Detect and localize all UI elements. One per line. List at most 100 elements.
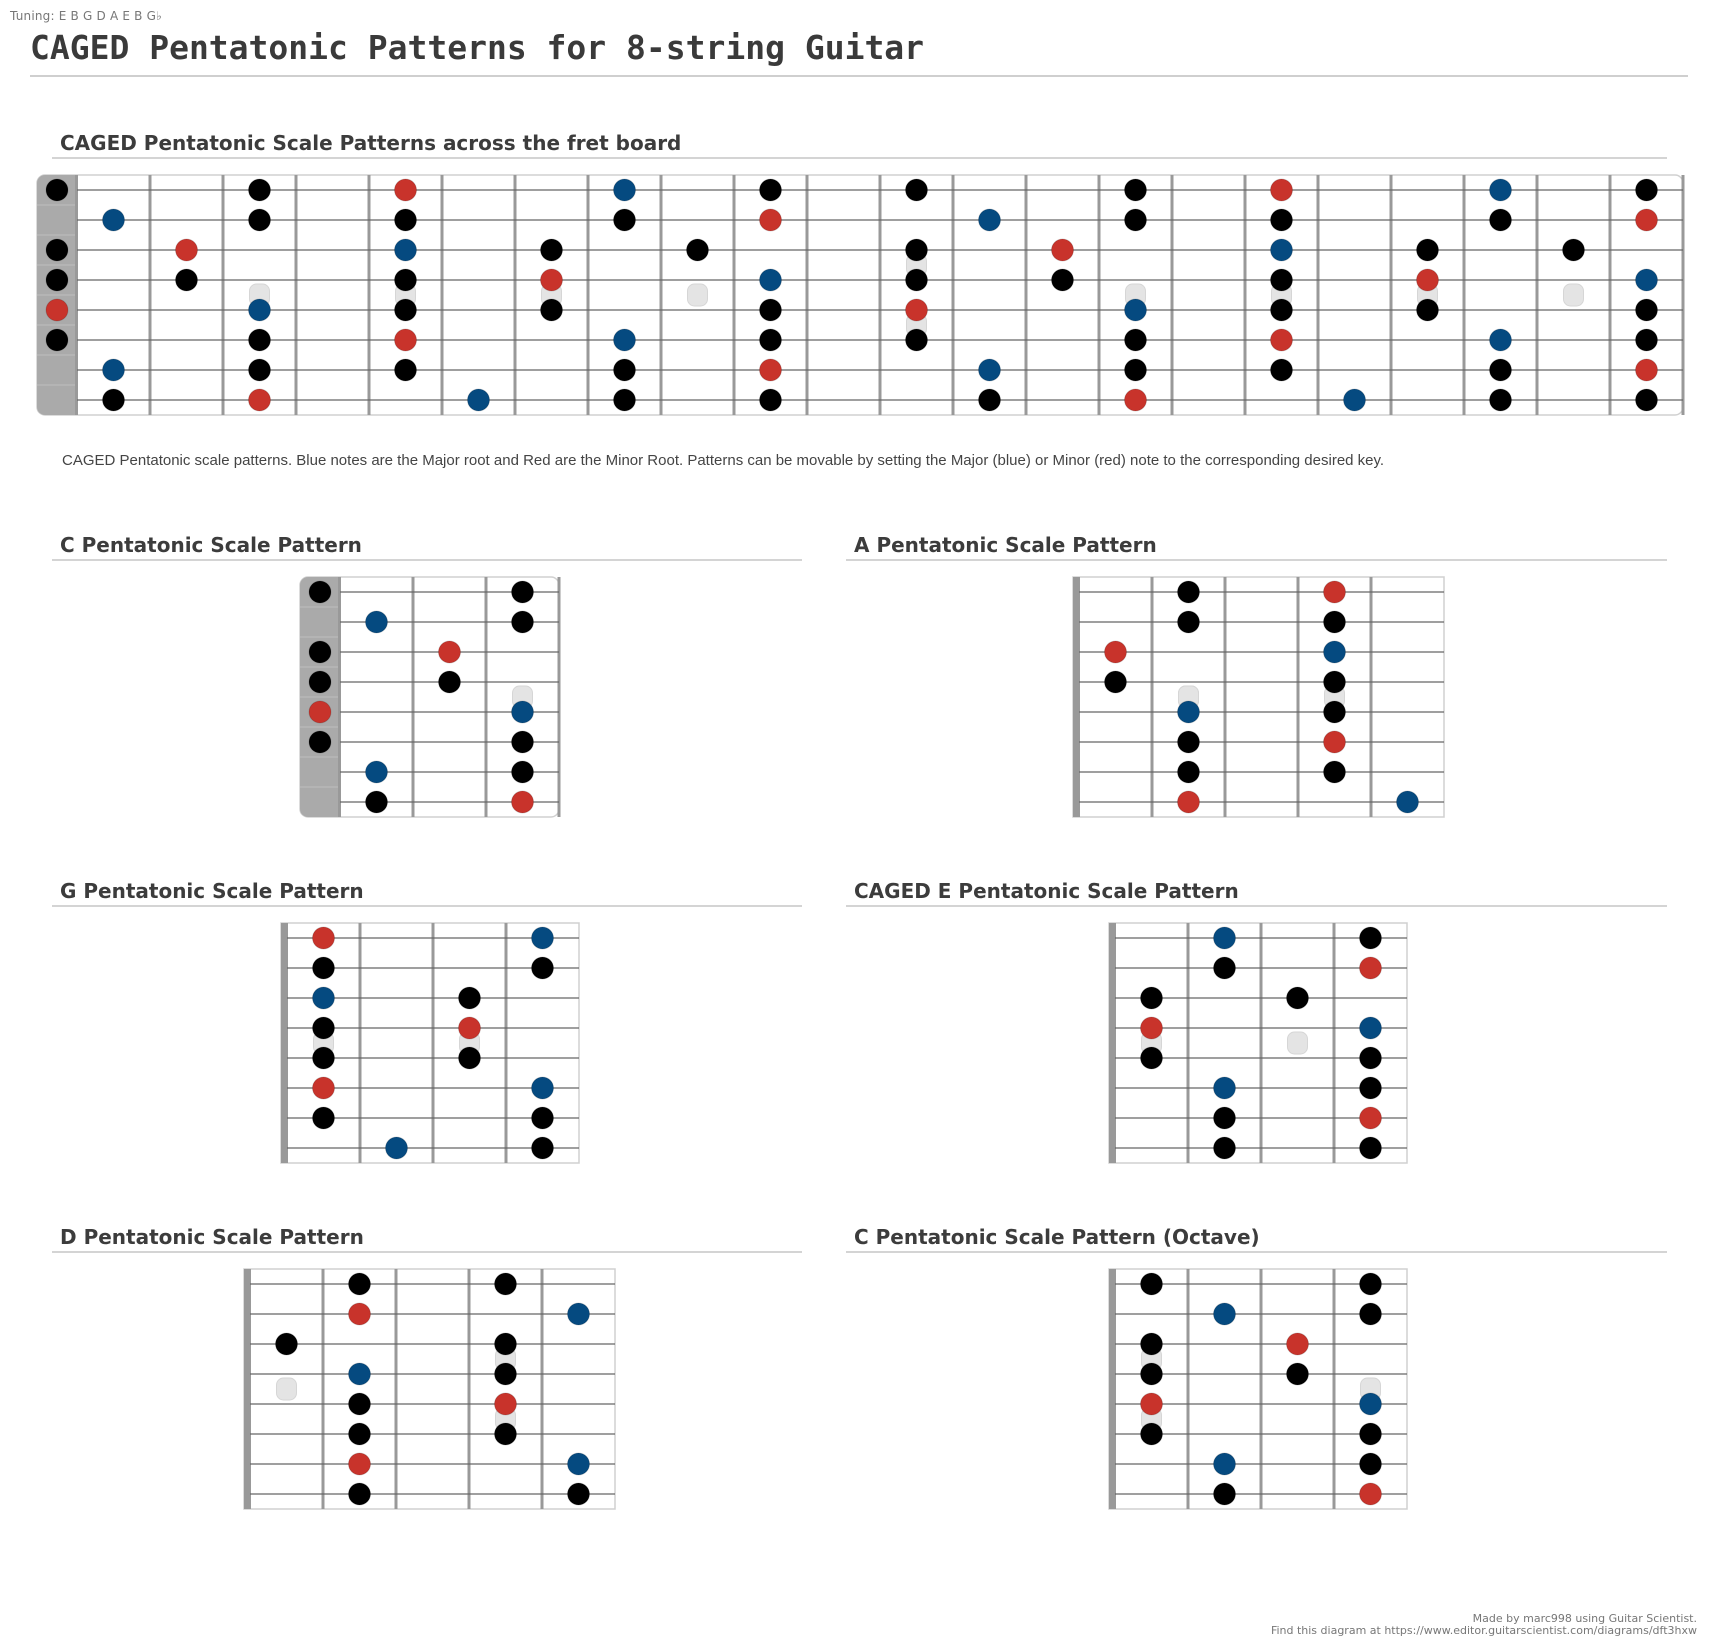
scale-note <box>248 328 271 352</box>
page-title: CAGED Pentatonic Patterns for 8-string G… <box>30 28 925 67</box>
fret-wire <box>1223 577 1227 817</box>
g-pattern-heading: G Pentatonic Scale Pattern <box>60 879 364 903</box>
scale-note <box>312 956 335 980</box>
fret-wire <box>586 175 590 415</box>
minor-root-note <box>312 926 335 950</box>
minor-root-note <box>458 1016 481 1040</box>
minor-root-note <box>438 640 461 664</box>
major-root-note <box>102 208 125 232</box>
scale-note <box>1489 208 1512 232</box>
scale-note <box>759 328 782 352</box>
scale-note <box>1359 926 1382 950</box>
fret-edge <box>1109 923 1113 1163</box>
minor-root-note <box>394 178 417 202</box>
fret-wire <box>221 175 225 415</box>
major-root-note <box>1213 926 1236 950</box>
fret-marker-inlay <box>687 283 708 307</box>
major-root-note <box>1213 1452 1236 1476</box>
fret-marker-inlay <box>276 1377 297 1401</box>
fret-wire <box>440 175 444 415</box>
scale-note <box>438 670 461 694</box>
major-root-note <box>1270 238 1293 262</box>
fret-wire <box>659 175 663 415</box>
fret-wire <box>1259 923 1263 1163</box>
fret-wire <box>1296 577 1300 817</box>
fret-wire <box>557 577 561 817</box>
scale-note <box>1489 358 1512 382</box>
fret-wire <box>878 175 882 415</box>
scale-note <box>1177 760 1200 784</box>
scale-note <box>175 268 198 292</box>
minor-root-note <box>1635 358 1658 382</box>
scale-note <box>1140 1272 1163 1296</box>
fret-wire <box>1535 175 1539 415</box>
scale-note <box>1416 238 1439 262</box>
fret-wire <box>394 1269 398 1509</box>
minor-root-note <box>248 388 271 412</box>
scale-note <box>275 1332 298 1356</box>
scale-note <box>45 328 69 352</box>
fret-wire <box>431 923 435 1163</box>
scale-note <box>613 388 636 412</box>
minor-root-note <box>1359 1106 1382 1130</box>
minor-root-note <box>348 1452 371 1476</box>
minor-root-note <box>348 1302 371 1326</box>
scale-note <box>458 1046 481 1070</box>
scale-note <box>312 1106 335 1130</box>
scale-note <box>102 388 125 412</box>
scale-note <box>1635 388 1658 412</box>
fret-wire <box>951 175 955 415</box>
major-root-note <box>312 986 335 1010</box>
scale-note <box>312 1046 335 1070</box>
minor-root-note <box>45 298 69 322</box>
scale-note <box>494 1332 517 1356</box>
title-divider <box>30 75 1688 77</box>
major-root-note <box>1359 1392 1382 1416</box>
major-root-note <box>1489 328 1512 352</box>
scale-note <box>45 238 69 262</box>
scale-note <box>1359 1452 1382 1476</box>
major-root-note <box>978 358 1001 382</box>
scale-note <box>613 208 636 232</box>
scale-note <box>531 1136 554 1160</box>
scale-note <box>1323 760 1346 784</box>
major-root-note <box>394 238 417 262</box>
scale-note <box>1416 298 1439 322</box>
scale-note <box>308 730 332 754</box>
fretboard-g <box>280 922 580 1164</box>
scale-note <box>511 580 534 604</box>
scale-note <box>1286 1362 1309 1386</box>
tuning-label: Tuning: E B G D A E B G♭ <box>10 9 162 23</box>
fretboard-d <box>243 1268 616 1510</box>
minor-root-note <box>1323 580 1346 604</box>
fret-wire <box>1369 577 1373 817</box>
major-root-note <box>1489 178 1512 202</box>
fret-wire <box>1024 175 1028 415</box>
fret-wire <box>367 175 371 415</box>
major-root-note <box>365 760 388 784</box>
major-root-note <box>365 610 388 634</box>
scale-note <box>1140 1046 1163 1070</box>
scale-note <box>1359 1302 1382 1326</box>
fretboard-c <box>299 576 561 818</box>
major-root-note <box>1635 268 1658 292</box>
fret-marker-inlay <box>1563 283 1584 307</box>
fret-wire <box>294 175 298 415</box>
minor-root-note <box>1140 1392 1163 1416</box>
minor-root-note <box>394 328 417 352</box>
scale-note <box>458 986 481 1010</box>
scale-note <box>567 1482 590 1506</box>
scale-note <box>312 1016 335 1040</box>
fret-wire <box>321 1269 325 1509</box>
scale-note <box>494 1422 517 1446</box>
major-root-note <box>1359 1016 1382 1040</box>
minor-root-note <box>1359 1482 1382 1506</box>
footer-credit: Made by marc998 using Guitar Scientist. … <box>1271 1613 1697 1637</box>
e-pattern-heading: CAGED E Pentatonic Scale Pattern <box>854 879 1239 903</box>
major-root-note <box>1213 1076 1236 1100</box>
main-section-divider <box>52 157 1667 159</box>
fret-wire <box>1608 175 1612 415</box>
scale-note <box>759 298 782 322</box>
scale-note <box>686 238 709 262</box>
